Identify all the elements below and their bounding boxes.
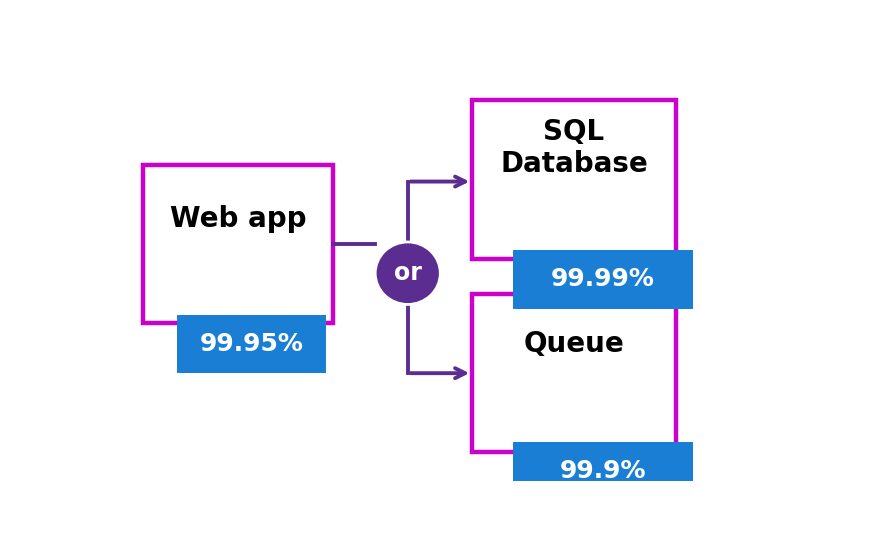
Text: 99.95%: 99.95% <box>200 332 304 356</box>
Ellipse shape <box>375 242 440 305</box>
Text: 99.9%: 99.9% <box>559 459 646 483</box>
Text: Queue: Queue <box>523 330 624 358</box>
Bar <box>513 442 693 500</box>
Bar <box>473 100 676 259</box>
Text: 99.99%: 99.99% <box>550 267 654 292</box>
Text: Web app: Web app <box>170 205 306 233</box>
Text: or: or <box>394 261 422 285</box>
Bar <box>144 165 333 323</box>
Text: SQL
Database: SQL Database <box>500 118 648 179</box>
Bar <box>513 250 693 308</box>
Bar <box>473 294 676 452</box>
Bar <box>177 315 326 373</box>
